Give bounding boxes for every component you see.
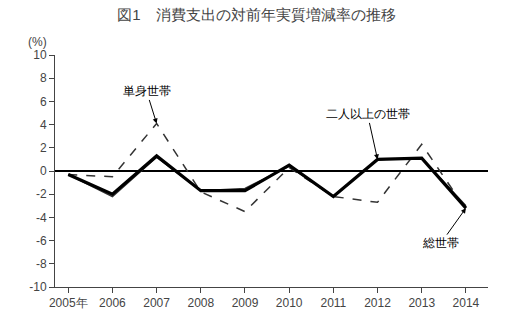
svg-text:2014: 2014	[453, 296, 480, 310]
svg-text:単身世帯: 単身世帯	[123, 84, 171, 98]
svg-text:2011: 2011	[320, 296, 346, 310]
svg-text:図1 消費支出の対前年実質増減率の推移: 図1 消費支出の対前年実質増減率の推移	[117, 6, 395, 23]
svg-text:10: 10	[33, 48, 47, 62]
svg-text:総世帯: 総世帯	[422, 236, 459, 250]
svg-text:-8: -8	[36, 257, 47, 271]
svg-text:6: 6	[40, 95, 47, 109]
svg-text:2007: 2007	[143, 296, 170, 310]
svg-text:2005年: 2005年	[49, 296, 88, 310]
svg-text:-6: -6	[36, 234, 47, 248]
svg-text:-2: -2	[36, 187, 47, 201]
svg-text:2010: 2010	[276, 296, 303, 310]
svg-text:-10: -10	[29, 280, 47, 294]
svg-text:二人以上の世帯: 二人以上の世帯	[326, 107, 410, 121]
svg-text:-4: -4	[36, 211, 47, 225]
svg-text:2012: 2012	[364, 296, 391, 310]
svg-text:2013: 2013	[408, 296, 435, 310]
svg-text:8: 8	[40, 71, 47, 85]
svg-text:2006: 2006	[99, 296, 126, 310]
svg-text:2008: 2008	[187, 296, 214, 310]
svg-text:0: 0	[40, 164, 47, 178]
svg-text:2009: 2009	[232, 296, 259, 310]
svg-text:4: 4	[40, 118, 47, 132]
svg-text:2: 2	[40, 141, 47, 155]
svg-text:(%): (%)	[28, 35, 47, 49]
